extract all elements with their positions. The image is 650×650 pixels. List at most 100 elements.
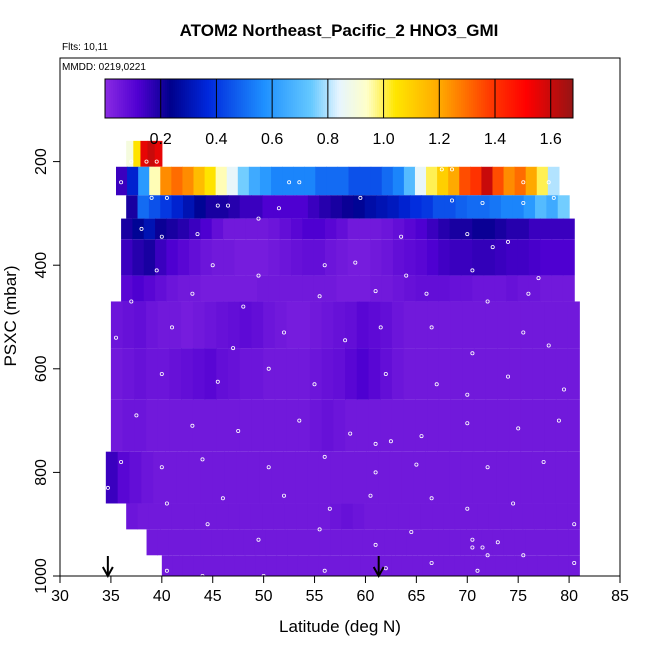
sample-point bbox=[373, 542, 378, 547]
heat-cell bbox=[268, 239, 281, 276]
colorbar-segment bbox=[157, 79, 160, 118]
heat-cell bbox=[224, 451, 237, 504]
heat-cell bbox=[517, 275, 530, 302]
heat-cell bbox=[296, 503, 309, 530]
sample-point bbox=[256, 273, 261, 278]
heat-cell bbox=[404, 275, 417, 302]
colorbar-segment bbox=[145, 79, 148, 118]
sample-point bbox=[215, 203, 220, 208]
colorbar-segment bbox=[557, 79, 560, 118]
heat-cell bbox=[450, 399, 463, 452]
heat-cell bbox=[245, 218, 258, 240]
heat-cell bbox=[370, 239, 383, 276]
sample-point bbox=[505, 374, 510, 379]
colorbar-segment bbox=[315, 79, 318, 118]
heat-cell bbox=[557, 195, 570, 219]
sample-point bbox=[129, 159, 134, 164]
colorbar-segment bbox=[357, 79, 360, 118]
colorbar-segment bbox=[383, 79, 386, 118]
sample-point bbox=[139, 226, 144, 231]
heat-cell bbox=[380, 399, 393, 452]
heat-cell bbox=[417, 529, 429, 556]
colorbar-segment bbox=[253, 79, 256, 118]
heat-cell bbox=[204, 348, 217, 400]
colorbar-segment bbox=[205, 79, 208, 118]
colorbar-segment bbox=[533, 79, 536, 118]
colorbar-segment bbox=[455, 79, 458, 118]
colorbar-tick-label: 0.2 bbox=[150, 131, 172, 148]
heat-cell bbox=[358, 275, 371, 302]
heat-cell bbox=[263, 348, 276, 400]
heat-cell bbox=[307, 503, 320, 530]
colorbar-segment bbox=[335, 79, 338, 118]
colorbar-segment bbox=[387, 79, 390, 118]
sample-point bbox=[470, 537, 475, 542]
sample-point bbox=[154, 159, 159, 164]
heat-cell bbox=[193, 555, 205, 576]
heat-cell bbox=[245, 239, 258, 276]
colorbar-segment bbox=[479, 79, 482, 118]
heat-cell bbox=[205, 195, 218, 219]
sample-point bbox=[516, 426, 521, 431]
heat-cell bbox=[286, 301, 299, 349]
colorbar-segment bbox=[341, 79, 344, 118]
colorbar-segment bbox=[183, 79, 186, 118]
colorbar-segment bbox=[525, 79, 528, 118]
flights-label: Flts: 10,11 bbox=[62, 42, 108, 53]
heat-cell bbox=[415, 239, 428, 276]
colorbar-segment bbox=[473, 79, 476, 118]
heat-cell bbox=[223, 218, 235, 240]
colorbar-segment bbox=[187, 79, 190, 118]
sample-point bbox=[256, 537, 261, 542]
heat-cell bbox=[359, 166, 372, 196]
colorbar-segment bbox=[229, 79, 232, 118]
colorbar-segment bbox=[517, 79, 520, 118]
heat-cell bbox=[360, 555, 372, 576]
heat-cell bbox=[194, 503, 207, 530]
heat-cell bbox=[420, 503, 433, 530]
heat-cell bbox=[239, 348, 253, 400]
sample-point bbox=[190, 423, 195, 428]
sample-point bbox=[297, 418, 302, 423]
heat-cell bbox=[497, 348, 510, 400]
heat-cell bbox=[121, 218, 134, 240]
colorbar-segment bbox=[355, 79, 358, 118]
sample-point bbox=[164, 568, 169, 573]
colorbar-segment bbox=[267, 79, 270, 118]
heat-cell bbox=[194, 195, 207, 219]
colorbar-segment bbox=[459, 79, 462, 118]
colorbar-segment bbox=[173, 79, 176, 118]
heat-cell bbox=[547, 166, 560, 196]
heat-cell bbox=[497, 301, 510, 349]
colorbar-segment bbox=[393, 79, 396, 118]
colorbar-segment bbox=[239, 79, 242, 118]
heat-cell bbox=[523, 195, 536, 219]
sample-point bbox=[241, 304, 246, 309]
heat-cell bbox=[262, 503, 275, 530]
heat-cell bbox=[234, 275, 247, 302]
heat-cell bbox=[488, 503, 501, 530]
colorbar-segment bbox=[115, 79, 118, 118]
heat-cell bbox=[551, 218, 564, 240]
colorbar-segment bbox=[505, 79, 508, 118]
heat-cell bbox=[143, 239, 156, 276]
sample-point bbox=[556, 418, 561, 423]
colorbar-segment bbox=[547, 79, 550, 118]
sample-point bbox=[225, 203, 230, 208]
heat-cell bbox=[391, 399, 405, 452]
heat-cell bbox=[506, 275, 519, 302]
heat-cell bbox=[160, 503, 173, 530]
heat-cell bbox=[250, 503, 263, 530]
heat-cell bbox=[348, 166, 361, 196]
heat-cell bbox=[341, 529, 353, 556]
heat-cell bbox=[155, 275, 167, 302]
heat-cell bbox=[341, 195, 354, 219]
heat-cell bbox=[321, 399, 334, 452]
heat-cell bbox=[433, 555, 445, 576]
colorbar-segment bbox=[429, 79, 432, 118]
y-axis-label: PSXC (mbar) bbox=[1, 265, 20, 366]
heat-cell bbox=[313, 239, 326, 276]
colorbar-segment bbox=[287, 79, 290, 118]
sample-point bbox=[205, 522, 210, 527]
heat-cell bbox=[204, 166, 217, 196]
